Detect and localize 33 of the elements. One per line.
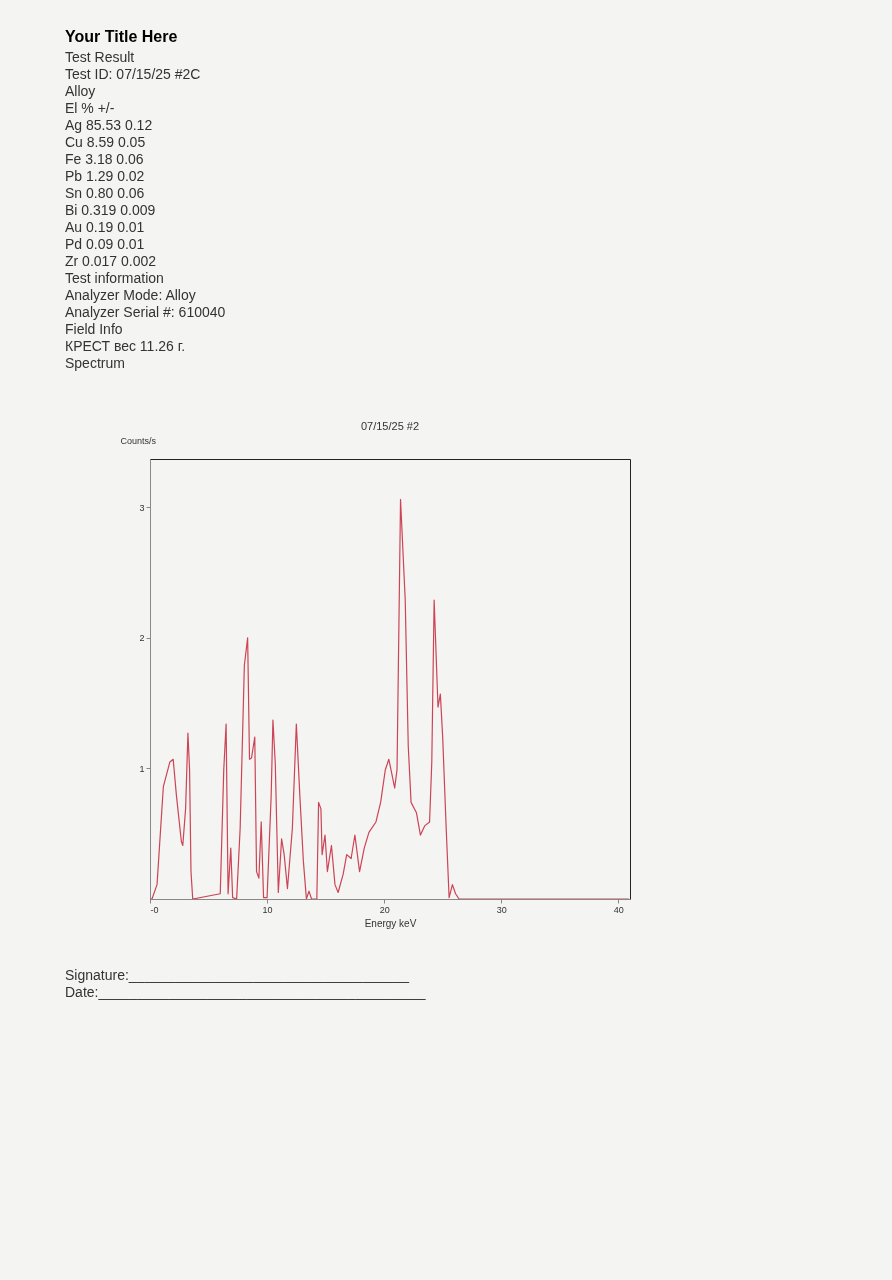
text: Sn 0.80 0.06 xyxy=(65,184,145,201)
text: Zr 0.017 0.002 xyxy=(65,252,157,269)
text: Cu 8.59 0.05 xyxy=(65,133,146,150)
text: КРЕСТ вес 11.26 г. xyxy=(65,337,186,354)
x-tick-label: -0 xyxy=(150,904,159,915)
text: Pb 1.29 0.02 xyxy=(65,167,145,184)
y-tick-label: 3 xyxy=(139,502,145,513)
text: Field Info xyxy=(65,320,123,337)
text: Alloy xyxy=(65,82,96,99)
text: Your Title Here xyxy=(65,28,178,45)
x-tick-label: 20 xyxy=(379,904,390,915)
x-tick-label: 10 xyxy=(262,904,273,915)
chart-title: 07/15/25 #2 xyxy=(360,420,420,432)
text: Analyzer Serial #: 610040 xyxy=(65,303,226,320)
text: Bi 0.319 0.009 xyxy=(65,201,156,218)
text: El % +/- xyxy=(65,99,115,116)
text: Analyzer Mode: Alloy xyxy=(65,286,196,303)
text: Fe 3.18 0.06 xyxy=(65,150,144,167)
x-tick-label: 40 xyxy=(613,904,624,915)
text: Test information xyxy=(65,269,164,286)
text: Date:__________________________________________ xyxy=(65,983,426,1000)
text: Au 0.19 0.01 xyxy=(65,218,145,235)
x-tick-label: 30 xyxy=(496,904,507,915)
text: Test ID: 07/15/25 #2C xyxy=(65,65,201,82)
text: Pd 0.09 0.01 xyxy=(65,235,145,252)
text: Ag 85.53 0.12 xyxy=(65,116,153,133)
y-axis-title: Counts/s xyxy=(120,435,157,446)
text: Test Result xyxy=(65,48,135,65)
y-tick-label: 1 xyxy=(139,763,145,774)
x-axis-title: Energy keV xyxy=(364,917,417,929)
text: Spectrum xyxy=(65,354,125,371)
text: Signature:____________________________________ xyxy=(65,966,410,983)
y-tick-label: 2 xyxy=(139,633,145,644)
